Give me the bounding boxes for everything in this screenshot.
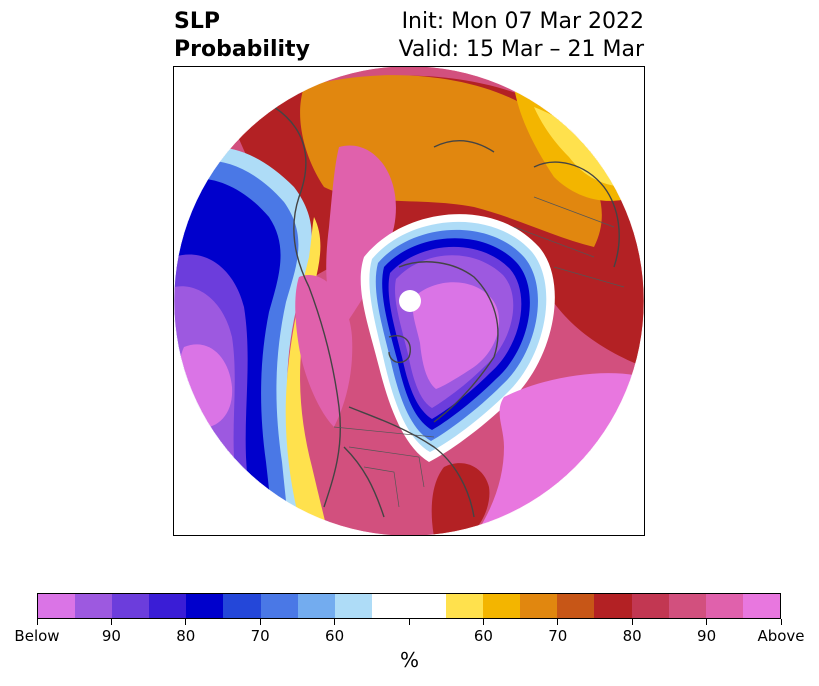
- field-polar-white-spot: [399, 290, 421, 312]
- colorbar-segment: [38, 594, 76, 618]
- colorbar-segment: [75, 594, 113, 618]
- colorbar-tick-label: 80: [622, 627, 642, 645]
- colorbar-segment: [297, 594, 335, 618]
- colorbar-tick-label: Below: [14, 627, 60, 645]
- colorbar-tick: [631, 619, 633, 625]
- colorbar-segment: [631, 594, 669, 618]
- colorbar-segment: [668, 594, 706, 618]
- colorbar-tick: [482, 619, 484, 625]
- colorbar-segment: [520, 594, 558, 618]
- colorbar-tick: [259, 619, 261, 625]
- title-variable: SLP: [174, 9, 220, 34]
- colorbar-tick-label: 90: [101, 627, 121, 645]
- colorbar: [37, 593, 781, 619]
- colorbar-tick: [557, 619, 559, 625]
- map-panel: [173, 66, 645, 536]
- init-date: Init: Mon 07 Mar 2022: [401, 9, 644, 34]
- probability-field: [174, 67, 644, 535]
- colorbar-segment: [112, 594, 150, 618]
- coastlines: [273, 106, 620, 518]
- colorbar-tick: [780, 619, 782, 625]
- field-pink-column: [295, 275, 353, 427]
- colorbar-segment: [149, 594, 187, 618]
- polar-map: [174, 67, 644, 535]
- colorbar-segment: [223, 594, 261, 618]
- colorbar-tick-label: 60: [473, 627, 493, 645]
- colorbar-tick: [36, 619, 38, 625]
- colorbar-segment: [371, 594, 409, 618]
- colorbar-tick: [110, 619, 112, 625]
- colorbar-tick-label: 60: [325, 627, 345, 645]
- colorbar-segment: [705, 594, 743, 618]
- forecast-dates: Init: Mon 07 Mar 2022 Valid: 15 Mar – 21…: [399, 8, 644, 64]
- colorbar-segment: [594, 594, 632, 618]
- colorbar-segment: [557, 594, 595, 618]
- field-pink-streak: [326, 145, 396, 327]
- field-red-atlantic: [431, 463, 490, 535]
- colorbar-segment: [260, 594, 298, 618]
- colorbar-tick: [334, 619, 336, 625]
- field-magenta-central: [412, 282, 500, 389]
- colorbar-tick-label: 90: [697, 627, 717, 645]
- colorbar-segment: [446, 594, 484, 618]
- valid-range: Valid: 15 Mar – 21 Mar: [398, 37, 644, 62]
- colorbar-unit-label: %: [399, 648, 419, 672]
- colorbar-tick: [408, 619, 410, 625]
- field-yellow-ribbon-west: [285, 217, 329, 535]
- colorbar-tick-label: 70: [548, 627, 568, 645]
- colorbar-segment: [408, 594, 447, 618]
- colorbar-segment: [186, 594, 224, 618]
- colorbar-tick-label: Above: [757, 627, 805, 645]
- colorbar-ticks: [36, 619, 782, 627]
- colorbar-tick-label: 80: [176, 627, 196, 645]
- borders: [333, 196, 625, 508]
- colorbar-segment: [334, 594, 372, 618]
- colorbar-tick: [706, 619, 708, 625]
- map-title: SLP Probability: [174, 8, 310, 64]
- colorbar-segment: [742, 594, 780, 618]
- colorbar-tick: [185, 619, 187, 625]
- colorbar-segment: [483, 594, 521, 618]
- colorbar-tick-label: 70: [250, 627, 270, 645]
- title-type: Probability: [174, 37, 310, 62]
